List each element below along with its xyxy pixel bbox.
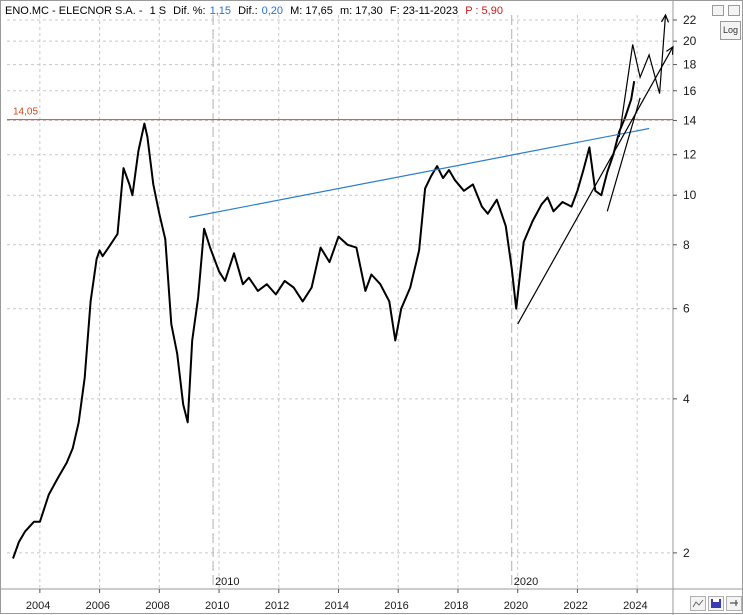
square-icon[interactable] [728, 5, 740, 16]
y-tick-label: 8 [683, 238, 690, 252]
projection-arrowhead [660, 13, 670, 23]
y-tick-label: 14 [683, 113, 697, 127]
y-tick-label: 10 [683, 188, 697, 202]
y-tick-label: 20 [683, 34, 697, 48]
y-tick-label: 22 [683, 13, 697, 27]
dif-value: 0,20 [261, 5, 284, 17]
crosshair-icon[interactable] [690, 596, 706, 611]
y-tick-label: 16 [683, 84, 697, 98]
save-icon[interactable] [708, 596, 724, 611]
date-label: F: 23-11-2023 [389, 5, 459, 17]
y-tick-label: 12 [683, 148, 697, 162]
decade-marker-label: 2020 [514, 576, 538, 588]
x-tick-label: 2018 [444, 600, 468, 612]
max-label: M: 17,65 [290, 5, 333, 17]
trend-arrowhead [666, 45, 674, 55]
min-label: m: 17,30 [339, 5, 383, 17]
bottom-toolbar [690, 596, 742, 612]
channel-line [189, 127, 650, 218]
log-scale-button[interactable]: Log [720, 21, 741, 40]
x-tick-label: 2014 [325, 600, 349, 612]
square-icon[interactable] [712, 5, 724, 16]
dif-label: Dif.: [238, 5, 258, 17]
pe-label: P : 5,90 [465, 5, 503, 17]
trend-line [517, 46, 674, 325]
pin-icon[interactable] [726, 596, 742, 611]
x-tick-label: 2012 [265, 600, 289, 612]
x-tick-label: 2024 [623, 600, 647, 612]
trend-line [606, 97, 641, 212]
y-tick-label: 2 [683, 546, 690, 560]
x-tick-label: 2008 [145, 600, 169, 612]
y-tick-label: 4 [683, 392, 690, 406]
x-tick-label: 2010 [205, 600, 229, 612]
x-tick-label: 2006 [86, 600, 110, 612]
x-tick-label: 2004 [26, 600, 50, 612]
y-tick-label: 18 [683, 58, 697, 72]
period-label: 1 S [149, 5, 167, 17]
resistance-label: 14,05 [13, 107, 38, 118]
y-tick-label: 6 [683, 302, 690, 316]
dif-pct-label: Dif. %: [173, 5, 206, 17]
symbol-label: ENO.MC - ELECNOR S.A. - [5, 5, 143, 17]
projection-path [618, 14, 667, 137]
chart-header: ENO.MC - ELECNOR S.A. - 1 S Dif. %: 1,15 … [5, 4, 507, 18]
x-tick-label: 2022 [563, 600, 587, 612]
decade-marker-label: 2010 [215, 576, 239, 588]
price-line [12, 81, 636, 559]
dif-pct-value: 1,15 [209, 5, 231, 17]
x-tick-label: 2016 [384, 600, 408, 612]
x-tick-label: 2020 [504, 600, 528, 612]
